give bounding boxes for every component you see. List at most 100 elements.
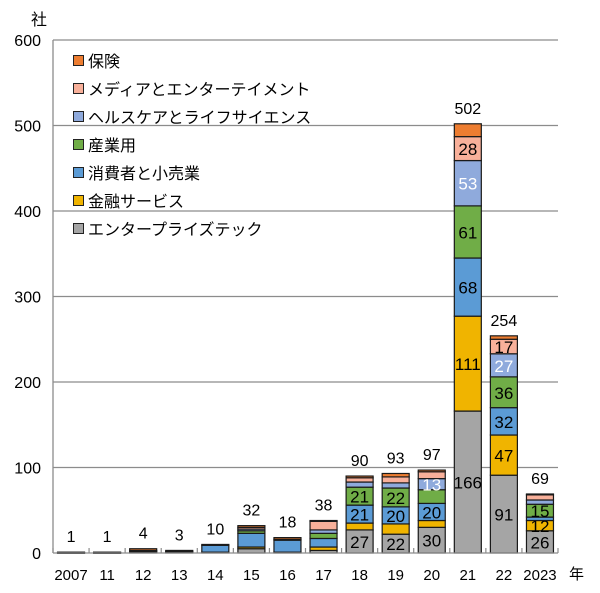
x-tick-label: 15 xyxy=(243,567,260,584)
total-label: 1 xyxy=(67,529,76,546)
bar-segment xyxy=(309,537,338,548)
bar-segment xyxy=(381,472,410,478)
bar-segment xyxy=(345,475,374,479)
legend-item-consumer-retail: 消費者と小売業 xyxy=(73,158,311,186)
x-tick-label: 20 xyxy=(423,567,440,584)
y-axis-tick-labels: 0 100 200 300 400 500 600 xyxy=(14,33,41,563)
legend-swatch xyxy=(73,166,84,178)
x-tick-label: 12 xyxy=(135,567,152,584)
segment-label: 111 xyxy=(455,355,481,374)
legend-label: 保険 xyxy=(88,54,121,71)
segment-label: 12 xyxy=(531,517,550,536)
segment-label: 166 xyxy=(454,474,482,493)
legend-swatch xyxy=(73,82,84,94)
bar-segment xyxy=(273,539,302,553)
bar-segment xyxy=(381,476,410,484)
axes xyxy=(52,40,559,554)
bar-segment xyxy=(525,494,555,501)
legend-swatch xyxy=(73,110,84,122)
legend-item-industrial: 産業用 xyxy=(73,130,311,158)
bar-segment xyxy=(201,543,230,546)
segment-label: 22 xyxy=(386,535,405,554)
legend-swatch xyxy=(73,194,84,206)
segment-label: 28 xyxy=(458,140,477,159)
legend-label: 金融サービス xyxy=(88,194,185,211)
legend-label: ヘルスケアとライフサイエンス xyxy=(88,110,312,127)
total-labels: 1 1 4 3 10 32 18 38 90 93 97 502 254 69 xyxy=(67,101,549,546)
y-tick-label: 400 xyxy=(14,204,41,221)
legend-item-healthcare: ヘルスケアとライフサイエンス xyxy=(73,102,311,130)
segment-label: 22 xyxy=(386,489,405,508)
legend: 保険 メディアとエンターテイメント ヘルスケアとライフサイエンス 産業用 消費者… xyxy=(73,46,311,242)
y-tick-label: 200 xyxy=(14,375,41,392)
legend-swatch xyxy=(73,138,84,150)
bar-segment xyxy=(417,471,446,480)
segment-label: 47 xyxy=(494,447,513,466)
legend-swatch xyxy=(73,222,84,234)
bar-segment xyxy=(525,493,555,496)
x-axis-unit-label: 年 xyxy=(569,566,585,583)
bar-stack xyxy=(237,525,266,554)
bar-segment xyxy=(453,205,482,259)
total-label: 38 xyxy=(315,498,333,515)
bar-segment xyxy=(309,519,338,522)
total-label: 502 xyxy=(454,101,481,118)
segment-label: 32 xyxy=(494,413,513,432)
bar-segment xyxy=(345,481,374,488)
bar-segment xyxy=(417,526,446,554)
legend-item-media: メディアとエンターテイメント xyxy=(73,74,311,102)
legend-label: エンタープライズテック xyxy=(88,222,263,239)
bar-segment xyxy=(489,474,518,554)
total-label: 18 xyxy=(279,515,297,532)
bar-segment xyxy=(489,376,518,409)
total-label: 93 xyxy=(387,450,405,467)
bar-segment xyxy=(309,520,338,531)
bar-stack: 166 111 68 61 53 28 xyxy=(453,123,482,554)
bar-segment xyxy=(525,499,555,505)
bar-segment xyxy=(165,549,194,552)
bar-segment xyxy=(453,315,482,412)
x-axis-tick-labels: 2007 11 12 13 14 15 16 17 18 19 20 21 22 2023 xyxy=(54,567,556,584)
segment-label: 17 xyxy=(494,338,513,357)
segment-label: 15 xyxy=(531,502,550,521)
x-tick-label: 19 xyxy=(387,567,404,584)
y-axis-unit-label: 社 xyxy=(31,12,48,29)
segment-label: 21 xyxy=(350,488,369,507)
bar-segment xyxy=(345,477,374,483)
x-tick-label: 13 xyxy=(171,567,188,584)
segment-label: 26 xyxy=(531,533,550,552)
legend-label: メディアとエンターテイメント xyxy=(88,82,311,99)
bar-stack xyxy=(273,537,302,554)
segment-label: 13 xyxy=(422,476,441,495)
legend-label: 消費者と小売業 xyxy=(88,166,201,183)
total-label: 90 xyxy=(351,453,369,470)
x-tick-label: 16 xyxy=(279,567,296,584)
bar-segment xyxy=(453,159,482,207)
bar-segment xyxy=(453,123,482,138)
total-label: 1 xyxy=(103,529,112,546)
bar-segment xyxy=(309,532,338,540)
segment-label: 30 xyxy=(422,532,441,551)
total-label: 3 xyxy=(175,527,184,544)
segment-label: 61 xyxy=(458,223,477,242)
legend-swatch xyxy=(73,54,84,66)
bar-stack xyxy=(201,543,230,554)
total-label: 10 xyxy=(206,521,224,538)
total-label: 97 xyxy=(423,447,441,464)
legend-item-insurance: 保険 xyxy=(73,46,311,74)
segment-label: 68 xyxy=(458,279,477,298)
segment-label: 53 xyxy=(458,175,477,194)
x-tick-label: 21 xyxy=(459,567,476,584)
bar-segment xyxy=(129,548,158,552)
x-tick-label: 11 xyxy=(99,567,115,584)
legend-label: 産業用 xyxy=(88,138,137,155)
y-tick-label: 300 xyxy=(14,290,41,307)
y-tick-label: 100 xyxy=(14,461,41,478)
legend-item-enterprise: エンタープライズテック xyxy=(73,214,311,242)
x-tick-label: 17 xyxy=(315,567,332,584)
bar-segment xyxy=(201,544,230,553)
